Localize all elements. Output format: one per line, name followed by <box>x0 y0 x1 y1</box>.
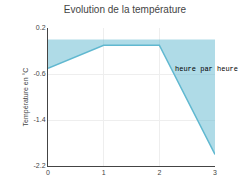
svg-text:Température en °C: Température en °C <box>22 68 30 127</box>
svg-text:0.2: 0.2 <box>36 24 46 31</box>
svg-text:heure par heure: heure par heure <box>175 65 238 73</box>
svg-text:-0.6: -0.6 <box>34 70 46 77</box>
svg-text:3: 3 <box>213 169 217 176</box>
svg-text:Evolution de la température: Evolution de la température <box>64 4 187 15</box>
svg-text:0: 0 <box>46 169 50 176</box>
svg-text:-2.2: -2.2 <box>34 162 46 169</box>
svg-text:1: 1 <box>102 169 106 176</box>
svg-text:-1.4: -1.4 <box>34 116 46 123</box>
svg-text:2: 2 <box>157 169 161 176</box>
